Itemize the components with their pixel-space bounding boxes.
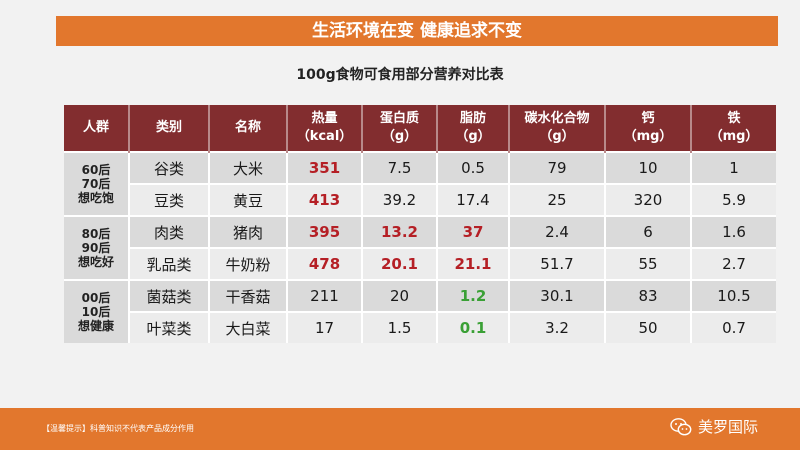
iron-cell: 5.9 [690,183,776,216]
table-row: 乳品类 牛奶粉 478 20.1 21.1 51.7 55 2.7 [64,247,776,280]
food-name-cell: 大米 [208,151,287,184]
fat-cell: 0.1 [436,311,509,343]
table-row: 80后 90后 想吃好 肉类 猪肉 395 13.2 37 2.4 6 1.6 [64,215,776,280]
kcal-cell: 351 [286,151,362,184]
food-name-cell: 牛奶粉 [208,247,287,280]
calcium-cell: 50 [604,311,691,343]
fat-cell: 21.1 [436,247,509,280]
fat-cell: 17.4 [436,183,509,216]
brand-name: 美罗国际 [698,418,759,436]
calcium-cell: 6 [604,215,691,248]
header-cell: 热量 （kcal） [286,105,362,152]
table-row: 叶菜类 大白菜 17 1.5 0.1 3.2 50 0.7 [64,311,776,343]
kcal-cell: 395 [286,215,362,248]
protein-cell: 20 [361,279,437,312]
food-name-cell: 猪肉 [208,215,287,248]
kcal-cell: 211 [286,279,362,312]
category-cell: 豆类 [128,183,209,216]
header-cell: 人群 [64,105,129,152]
protein-cell: 39.2 [361,183,437,216]
protein-cell: 7.5 [361,151,437,184]
category-cell: 乳品类 [128,247,209,280]
header-cell: 铁（mg） [690,105,776,152]
iron-cell: 1 [690,151,776,184]
fat-cell: 1.2 [436,279,509,312]
protein-cell: 13.2 [361,215,437,248]
table-row: 豆类 黄豆 413 39.2 17.4 25 320 5.9 [64,183,776,216]
kcal-cell: 478 [286,247,362,280]
food-name-cell: 大白菜 [208,311,287,343]
food-name-cell: 干香菇 [208,279,287,312]
carbs-cell: 25 [508,183,605,216]
kcal-cell: 17 [286,311,362,343]
calcium-cell: 83 [604,279,691,312]
carbs-cell: 51.7 [508,247,605,280]
group-label-cell: 00后 10后 想健康 [64,279,129,343]
table-header-row: 人群 类别 名称 热量 （kcal） 蛋白质 （g） 脂肪 （g） 碳水化合物 （g） … [64,105,776,152]
table-title: 100g食物可食用部分营养对比表 [296,67,504,83]
iron-cell: 0.7 [690,311,776,343]
group-label-cell: 80后 90后 想吃好 [64,215,129,280]
food-name-cell: 黄豆 [208,183,287,216]
carbs-cell: 2.4 [508,215,605,248]
group-label-cell: 60后 70后 想吃饱 [64,151,129,216]
top-banner: 生活环境在变 健康追求不变 [56,16,778,46]
calcium-cell: 55 [604,247,691,280]
table-row: 60后 70后 想吃饱 谷类 大米 351 7.5 0.5 79 10 1 [64,151,776,216]
footer-bar: 【温馨提示】科普知识不代表产品成分作用 美罗国际 [0,408,800,450]
protein-cell: 1.5 [361,311,437,343]
iron-cell: 1.6 [690,215,776,248]
table-row: 00后 10后 想健康 菌菇类 干香菇 211 20 1.2 30.1 83 10.… [64,279,776,343]
kcal-cell: 413 [286,183,362,216]
header-cell: 钙（mg） [604,105,691,152]
header-cell: 名称 [208,105,287,152]
carbs-cell: 3.2 [508,311,605,343]
header-cell: 类别 [128,105,209,152]
nutrition-table: 人群 类别 名称 热量 （kcal） 蛋白质 （g） 脂肪 （g） 碳水化合物 （g） … [64,105,776,343]
calcium-cell: 320 [604,183,691,216]
category-cell: 肉类 [128,215,209,248]
fat-cell: 37 [436,215,509,248]
carbs-cell: 79 [508,151,605,184]
carbs-cell: 30.1 [508,279,605,312]
category-cell: 叶菜类 [128,311,209,343]
wechat-icon [670,417,692,435]
header-cell: 蛋白质 （g） [361,105,437,152]
footer-note: 【温馨提示】科普知识不代表产品成分作用 [42,424,194,433]
header-cell: 碳水化合物 （g） [508,105,605,152]
category-cell: 菌菇类 [128,279,209,312]
protein-cell: 20.1 [361,247,437,280]
fat-cell: 0.5 [436,151,509,184]
banner-title: 生活环境在变 健康追求不变 [312,21,522,41]
iron-cell: 10.5 [690,279,776,312]
brand-logo: 美罗国际 [670,416,758,437]
header-cell: 脂肪 （g） [436,105,509,152]
category-cell: 谷类 [128,151,209,184]
calcium-cell: 10 [604,151,691,184]
iron-cell: 2.7 [690,247,776,280]
